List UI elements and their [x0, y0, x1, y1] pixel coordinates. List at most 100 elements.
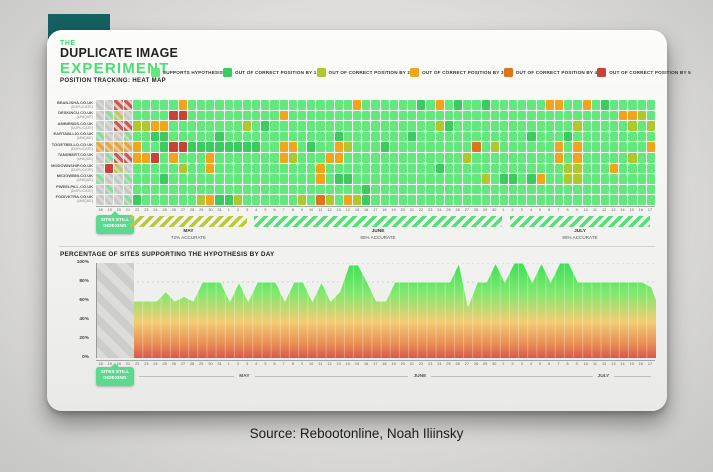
- heatmap-cell: [326, 132, 334, 142]
- heatmap-cell: [408, 153, 416, 163]
- heatmap-cell: [344, 164, 352, 174]
- heatmap-cell: [280, 185, 288, 195]
- heatmap-cell: [426, 185, 434, 195]
- legend-item: SUPPORTS HYPOTHESIS: [151, 68, 223, 77]
- heatmap-cell: [454, 111, 462, 121]
- heatmap-cell: [647, 111, 655, 121]
- heatmap-cell: [426, 121, 434, 131]
- heatmap-cell: [353, 185, 361, 195]
- heatmap-cell: [592, 164, 600, 174]
- heatmap-cell: [445, 142, 453, 152]
- heatmap-cell: [583, 185, 591, 195]
- axis-day-tick: 20: [398, 208, 407, 213]
- heatmap-cell: [610, 185, 618, 195]
- heatmap-grid: [96, 100, 655, 205]
- axis-day-tick: 13: [334, 208, 343, 213]
- heatmap-cell: [234, 195, 242, 205]
- heatmap-cell: [316, 100, 324, 110]
- heatmap-cell: [197, 142, 205, 152]
- heatmap-cell: [491, 153, 499, 163]
- heatmap-cell: [491, 195, 499, 205]
- heatmap-cell: [638, 100, 646, 110]
- heatmap-cell: [179, 153, 187, 163]
- axis-day-tick: 21: [407, 208, 416, 213]
- heatmap-cell: [381, 142, 389, 152]
- month-label-may: MAY: [234, 374, 254, 379]
- heatmap-cell: [619, 164, 627, 174]
- heatmap-cell: [426, 195, 434, 205]
- heatmap-cell: [96, 132, 104, 142]
- heatmap-cell: [197, 100, 205, 110]
- heatmap-cell: [399, 100, 407, 110]
- heatmap-cell: [500, 185, 508, 195]
- heatmap-cell: [546, 174, 554, 184]
- heatmap-cell: [169, 164, 177, 174]
- axis-day-tick: 23: [426, 362, 435, 367]
- heatmap-cell: [261, 164, 269, 174]
- heatmap-cell: [527, 142, 535, 152]
- heatmap-site-variant: (DUPLICATE): [71, 190, 93, 194]
- heatmap-cell: [114, 121, 122, 131]
- axis-day-tick: 19: [389, 208, 398, 213]
- month-axis-line: [139, 376, 234, 377]
- heatmap-cell: [509, 121, 517, 131]
- heatmap-cell: [638, 132, 646, 142]
- heatmap-cell: [353, 153, 361, 163]
- heatmap-cell: [647, 153, 655, 163]
- heatmap-cell: [583, 153, 591, 163]
- heatmap-cell: [628, 111, 636, 121]
- heatmap-cell: [353, 195, 361, 205]
- heatmap-cell: [353, 111, 361, 121]
- heatmap-cell: [573, 132, 581, 142]
- axis-day-tick: 10: [581, 208, 590, 213]
- heatmap-cell: [555, 153, 563, 163]
- heatmap-cell: [408, 185, 416, 195]
- month-axis-line: [614, 376, 651, 377]
- heatmap-cell: [133, 185, 141, 195]
- heatmap-cell: [280, 174, 288, 184]
- heatmap-cell: [215, 185, 223, 195]
- heatmap-cell: [371, 121, 379, 131]
- axis-day-tick: 31: [215, 208, 224, 213]
- heatmap-cell: [509, 142, 517, 152]
- y-axis-label: 60%: [79, 299, 89, 304]
- heatmap-cell: [445, 121, 453, 131]
- heatmap-cell: [454, 195, 462, 205]
- heatmap-cell: [160, 111, 168, 121]
- heatmap-cell: [417, 121, 425, 131]
- axis-day-tick: 28: [471, 362, 480, 367]
- heatmap-cell: [509, 195, 517, 205]
- heatmap-cell: [225, 153, 233, 163]
- heatmap-cell: [326, 111, 334, 121]
- heatmap-cell: [564, 132, 572, 142]
- heatmap-cell: [289, 185, 297, 195]
- heatmap-cell: [298, 121, 306, 131]
- axis-day-tick: 5: [536, 208, 545, 213]
- heatmap-cell: [472, 100, 480, 110]
- heatmap-cell: [142, 164, 150, 174]
- heatmap-cell: [436, 174, 444, 184]
- axis-day-tick: 8: [563, 208, 572, 213]
- heatmap-cell: [215, 111, 223, 121]
- heatmap-cell: [344, 142, 352, 152]
- heatmap-cell: [326, 121, 334, 131]
- heatmap-cell: [197, 185, 205, 195]
- heatmap-cell: [261, 121, 269, 131]
- heatmap-cell: [417, 164, 425, 174]
- heatmap-cell: [197, 164, 205, 174]
- heatmap-cell: [243, 111, 251, 121]
- heatmap-cell: [280, 195, 288, 205]
- heatmap-cell: [445, 111, 453, 121]
- heatmap-cell: [206, 174, 214, 184]
- heatmap-cell: [124, 100, 132, 110]
- heatmap-cell: [371, 174, 379, 184]
- heatmap-cell: [445, 174, 453, 184]
- heatmap-cell: [326, 195, 334, 205]
- heatmap-cell: [105, 121, 113, 131]
- heatmap-cell: [564, 195, 572, 205]
- heatmap-cell: [335, 153, 343, 163]
- heatmap-cell: [601, 111, 609, 121]
- heatmap-cell: [463, 164, 471, 174]
- axis-days-bottom: 1819202122232425262728293031123456789101…: [96, 360, 655, 367]
- axis-day-tick: 17: [371, 362, 380, 367]
